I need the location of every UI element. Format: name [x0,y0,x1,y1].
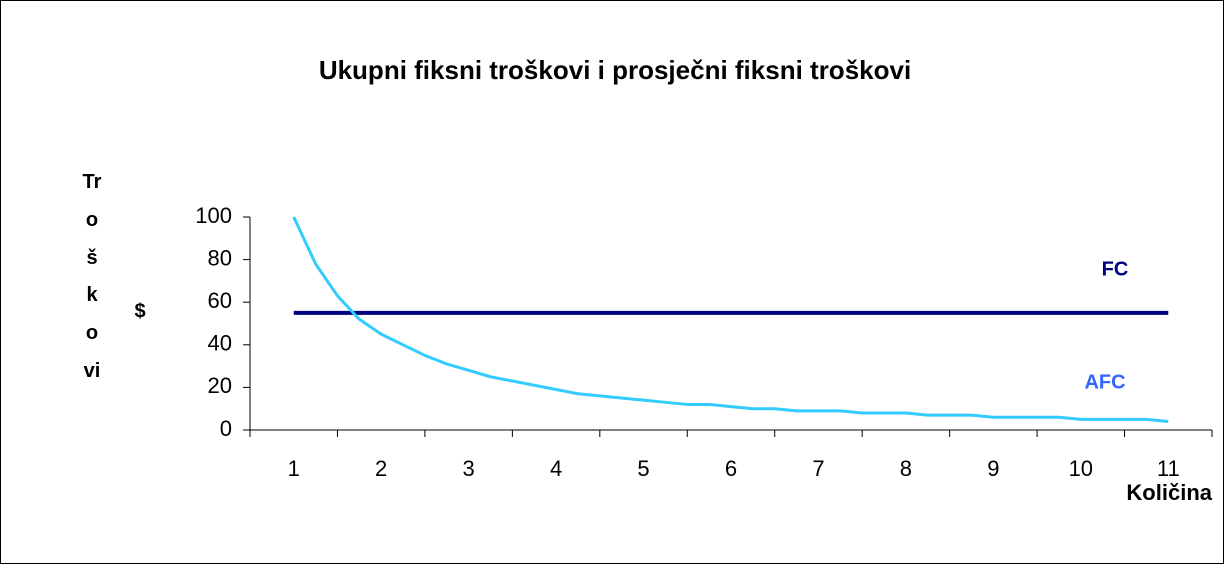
y-tick-label: 0 [220,416,232,441]
x-axis-label: Količina [1126,480,1212,505]
x-tick-label: 2 [375,456,387,481]
x-tick-label: 7 [812,456,824,481]
y-tick-label: 20 [208,373,232,398]
x-tick-label: 6 [725,456,737,481]
y-tick-label: 60 [208,288,232,313]
y-axis-label: Troškovi [82,171,102,382]
y-tick-label: 40 [208,331,232,356]
y-tick-label: 100 [195,203,232,228]
annotation: FC [1102,258,1129,280]
y-unit: $ [134,300,145,322]
y-tick-label: 80 [208,245,232,270]
x-tick-label: 4 [550,456,562,481]
series-line [292,216,1169,423]
x-tick-label: 10 [1069,456,1093,481]
x-tick-label: 3 [463,456,475,481]
x-tick-label: 5 [637,456,649,481]
chart-title: Ukupni fiksni troškovi i prosječni fiksn… [319,55,911,85]
x-tick-label: 11 [1157,456,1180,481]
x-tick-label: 1 [288,456,300,481]
x-tick-label: 8 [900,456,912,481]
x-tick-label: 9 [987,456,999,481]
annotation: AFC [1084,371,1125,393]
